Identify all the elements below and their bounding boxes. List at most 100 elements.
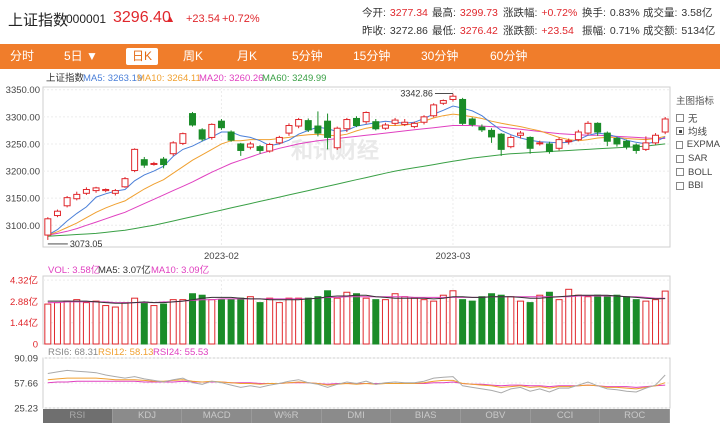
candle-body — [565, 140, 573, 143]
quote-stat-label: 成交量: — [643, 7, 678, 19]
candle-body — [603, 132, 611, 142]
candle-body — [410, 122, 418, 128]
tab-weekly-k[interactable]: 周K — [183, 49, 204, 63]
candle-body — [449, 95, 457, 100]
candle-body — [516, 132, 524, 136]
volume-bar — [430, 300, 438, 345]
indicator-tab-kdj[interactable]: KDJ — [112, 409, 183, 423]
indicator-tabs: RSI KDJ MACD W%R DMI BIAS OBV CCI ROC — [43, 409, 671, 423]
quote-stat: 最高: 3299.73 — [432, 5, 498, 20]
checkbox-icon[interactable] — [676, 113, 684, 122]
quote-stat-label: 涨跌额: — [503, 25, 538, 37]
stock-code: 000001 — [66, 12, 107, 26]
candle-body — [44, 218, 52, 236]
candle-body — [420, 116, 428, 123]
main-indicator-option[interactable]: SAR — [672, 152, 720, 166]
volume-bar — [623, 296, 631, 345]
volume-bar — [353, 293, 360, 345]
quote-stat-label: 成交额: — [643, 25, 678, 37]
candle-body — [642, 142, 650, 150]
checkbox-icon[interactable] — [676, 127, 684, 136]
tab-5day[interactable]: 5日 ▼ — [64, 49, 98, 63]
price-tick-label: 3350.00 — [6, 85, 40, 96]
rsi-legend-item: RSI24: 55.53 — [153, 347, 208, 358]
indicator-tab-macd[interactable]: MACD — [182, 409, 253, 423]
volume-bar — [439, 294, 447, 345]
checkbox-icon[interactable] — [676, 154, 684, 163]
candle-body — [488, 129, 496, 138]
volume-bar — [381, 299, 389, 345]
tab-15min[interactable]: 15分钟 — [353, 49, 391, 63]
tab-30min[interactable]: 30分钟 — [421, 49, 459, 63]
candle-body — [555, 139, 563, 149]
main-indicator-option[interactable]: BBI — [672, 179, 720, 193]
volume-bar — [266, 297, 274, 345]
candle-body — [53, 210, 61, 217]
candle-body — [111, 190, 119, 194]
price-change-pct: +0.72% — [222, 13, 260, 25]
volume-bar — [497, 294, 505, 345]
quote-stat-value: 3299.73 — [459, 7, 498, 19]
main-indicator-option[interactable]: 均线 — [672, 125, 720, 138]
main-chart-title: 上证指数 — [46, 72, 85, 84]
volume-bar — [459, 299, 467, 345]
candle-body — [613, 138, 621, 145]
quote-stat: 涨跌额: +23.54 — [503, 23, 574, 38]
indicator-tab-wr[interactable]: W%R — [252, 409, 322, 423]
candle-body — [82, 189, 90, 194]
tab-daily-k[interactable]: 日K — [126, 48, 159, 65]
tab-60min[interactable]: 60分钟 — [490, 49, 528, 63]
indicator-tab-dmi[interactable]: DMI — [321, 409, 392, 423]
volume-bar — [584, 296, 592, 345]
volume-bar — [140, 302, 148, 345]
main-indicator-option[interactable]: 无 — [672, 111, 720, 125]
price-panel-frame — [42, 86, 671, 248]
rsi-legend-item: RSI6: 68.31 — [48, 347, 98, 358]
candle-body — [381, 124, 389, 129]
tab-5min[interactable]: 5分钟 — [292, 49, 323, 63]
quote-stat: 今开: 3277.34 — [362, 5, 428, 20]
price-tick-label: 3150.00 — [6, 194, 40, 205]
main-indicator-option-label: EXPMA — [686, 139, 720, 151]
checkbox-icon[interactable] — [676, 168, 684, 177]
volume-bar — [179, 299, 187, 345]
volume-bar — [295, 297, 303, 345]
volume-tick-label: 1.44亿 — [10, 317, 38, 329]
indicator-tab-rsi[interactable]: RSI — [43, 409, 113, 423]
quote-stat: 最低: 3276.42 — [432, 23, 498, 38]
indicator-tab-bias[interactable]: BIAS — [391, 409, 462, 423]
indicator-tab-obv[interactable]: OBV — [461, 409, 531, 423]
vol-ma5-line — [47, 294, 666, 304]
candle-body — [526, 136, 534, 149]
volume-legend-item: VOL: 3.58亿 — [48, 264, 100, 276]
main-indicator-option[interactable]: BOLL — [672, 165, 720, 179]
candle-body — [468, 118, 476, 125]
volume-bar — [555, 299, 563, 345]
quote-stat: 涨跌幅: +0.72% — [503, 5, 577, 20]
volume-bar — [150, 305, 158, 345]
main-indicator-title: 主图指标 — [676, 96, 715, 107]
candle-body — [275, 136, 283, 144]
quote-header: 上证指数 000001 3296.40 ▲ +23.54 +0.72% 今开: 3… — [0, 0, 720, 40]
indicator-tab-roc[interactable]: ROC — [600, 409, 671, 423]
candle-body — [430, 104, 438, 117]
rsi6-line — [47, 369, 666, 394]
volume-tick-label: 2.88亿 — [10, 296, 38, 308]
checkbox-icon[interactable] — [676, 140, 683, 149]
tab-intraday[interactable]: 分时 — [10, 49, 35, 63]
main-indicator-option[interactable]: EXPMA — [672, 138, 720, 152]
rsi12-line — [47, 377, 666, 390]
tab-monthly-k[interactable]: 月K — [237, 49, 258, 63]
candle-body — [391, 119, 399, 124]
volume-bar — [169, 299, 177, 345]
volume-bar — [536, 294, 544, 345]
stock-name: 上证指数 — [8, 12, 69, 29]
checkbox-icon[interactable] — [676, 181, 684, 190]
quote-stat: 昨收: 3272.86 — [362, 23, 428, 38]
candle-body — [295, 119, 303, 127]
indicator-tab-cci[interactable]: CCI — [530, 409, 601, 423]
price-change: +23.54 — [186, 13, 220, 25]
price-tick-label: 3100.00 — [6, 221, 40, 232]
candle-body — [584, 122, 592, 134]
volume-bar — [632, 299, 640, 345]
